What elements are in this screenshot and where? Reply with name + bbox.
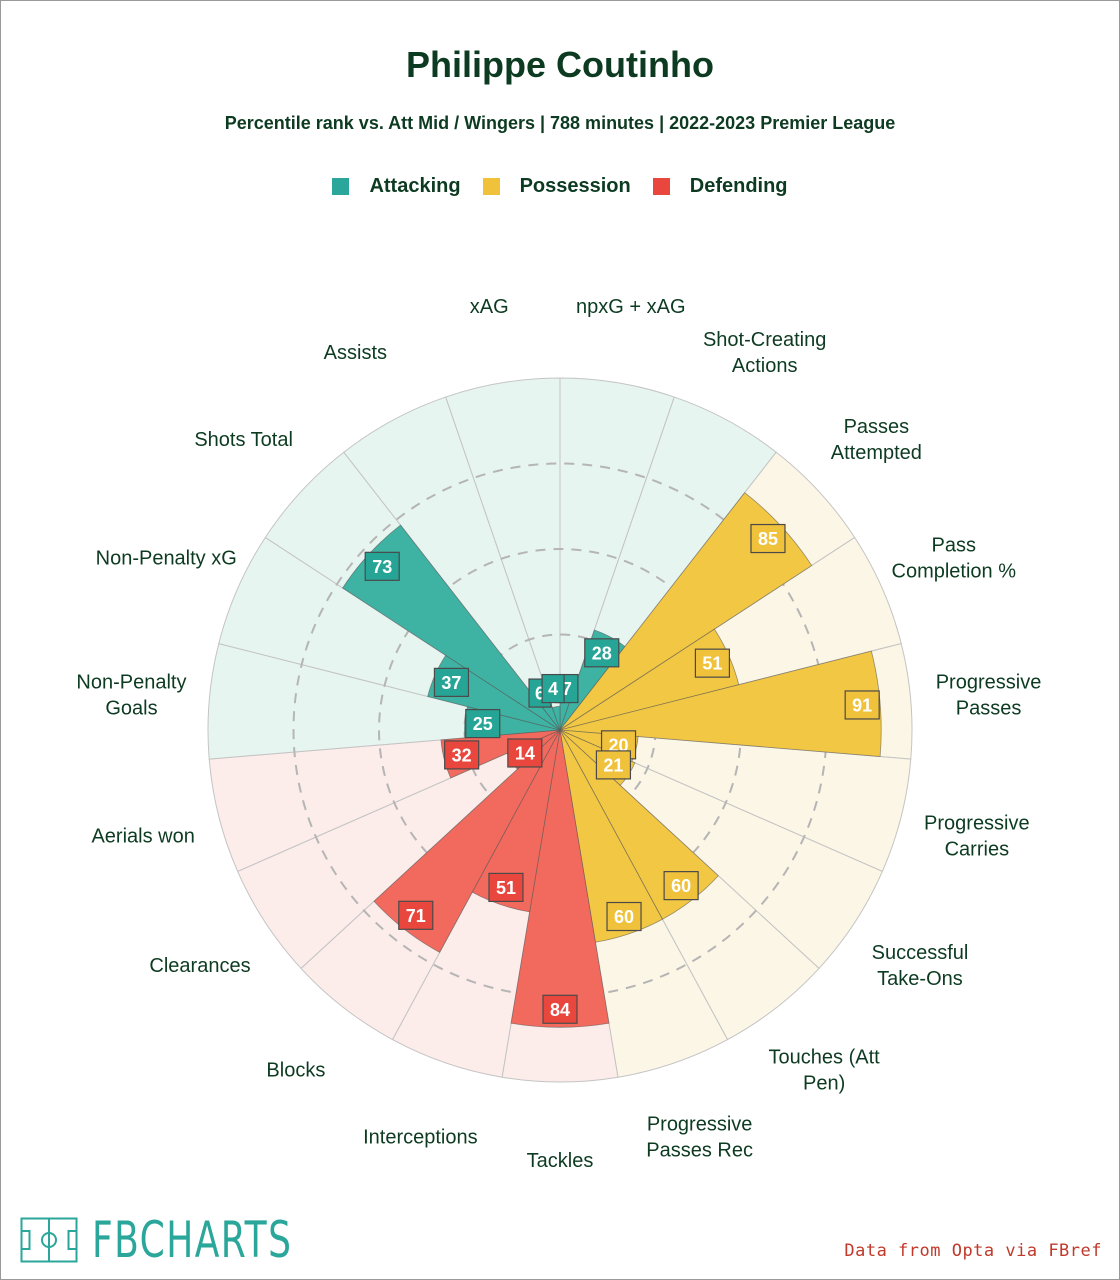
value-tag-box xyxy=(541,673,565,704)
metric-label-progressive-passes-rec: Progressive Passes Rec xyxy=(646,1114,753,1162)
value-tag-text: 37 xyxy=(441,673,461,693)
legend-swatch-possession xyxy=(482,178,500,195)
value-tag-interceptions: 51 xyxy=(488,872,524,903)
chart-title: Philippe Coutinho xyxy=(406,44,714,85)
metric-label-touches-att-pen: Touches (Att Pen) xyxy=(769,1046,881,1094)
metric-label-shots-total: Shots Total xyxy=(194,429,293,451)
value-tag-text: 51 xyxy=(496,878,516,898)
value-tag-box xyxy=(542,994,578,1024)
metric-label-progressive-passes: Progressive Passes xyxy=(936,671,1042,719)
football-pitch-icon xyxy=(20,1217,78,1263)
value-tag-pass-completion: 51 xyxy=(694,648,731,678)
value-tag-box xyxy=(507,738,543,768)
value-tag-box xyxy=(844,690,880,720)
value-tag-text: 6 xyxy=(535,684,545,704)
value-tag-text: 60 xyxy=(671,876,691,896)
value-tag-text: 85 xyxy=(758,529,778,549)
metric-label-passes-attempted: Passes Attempted xyxy=(831,416,922,464)
metric-label-successful-take-ons: Successful Take-Ons xyxy=(872,942,969,990)
metric-label-progressive-carries: Progressive Carries xyxy=(924,813,1030,861)
value-tag-progressive-passes: 91 xyxy=(844,690,880,720)
metric-label-interceptions: Interceptions xyxy=(363,1127,478,1149)
value-tag-touches-att-pen: 60 xyxy=(663,871,699,901)
value-tag-clearances: 14 xyxy=(507,738,543,768)
value-tag-box xyxy=(606,901,642,932)
value-tag-shot-creating-actions: 28 xyxy=(584,638,620,668)
value-tag-text: 51 xyxy=(702,654,722,674)
value-tag-box xyxy=(750,523,786,554)
metric-label-blocks: Blocks xyxy=(266,1059,325,1081)
value-tag-passes-attempted: 85 xyxy=(750,523,786,554)
value-tag-text: 7 xyxy=(562,679,572,699)
chart-subtitle: Percentile rank vs. Att Mid / Wingers | … xyxy=(224,113,896,133)
value-tag-box xyxy=(488,872,524,903)
metric-label-non-penalty-goals: Non-Penalty Goals xyxy=(76,671,186,719)
legend-item-possession: Possession xyxy=(482,175,631,198)
value-tag-non-penalty-xg: 37 xyxy=(433,667,470,697)
legend-swatch-defending xyxy=(652,178,670,195)
legend: Attacking Possession Defending xyxy=(0,175,1120,198)
value-tag-box xyxy=(663,871,699,901)
value-tag-text: 60 xyxy=(614,907,634,927)
bar-xag xyxy=(551,705,561,731)
value-tag-box xyxy=(465,709,501,739)
legend-label-attacking: Attacking xyxy=(369,175,461,197)
value-tag-text: 71 xyxy=(406,906,426,926)
metric-label-shot-creating-actions: Shot-Creating Actions xyxy=(703,329,826,377)
value-tag-text: 14 xyxy=(515,743,535,763)
legend-swatch-attacking xyxy=(332,178,350,195)
logo-text: FBCHARTS xyxy=(92,1211,293,1269)
data-source: Data from Opta via FBref xyxy=(844,1241,1102,1261)
value-tag-box xyxy=(444,740,480,770)
value-tag-box xyxy=(364,551,400,581)
value-tag-xag: 4 xyxy=(541,673,565,704)
legend-label-defending: Defending xyxy=(689,175,788,197)
value-tag-aerials-won: 32 xyxy=(444,740,480,770)
metric-label-assists: Assists xyxy=(324,342,387,364)
value-tag-text: 32 xyxy=(452,745,472,765)
value-tag-text: 21 xyxy=(603,755,623,775)
value-tag-non-penalty-goals: 25 xyxy=(465,709,501,739)
value-tag-box xyxy=(584,638,620,668)
metric-label-npxg-xag: npxG + xAG xyxy=(576,296,686,318)
metric-label-non-penalty-xg: Non-Penalty xG xyxy=(96,547,237,569)
metric-label-clearances: Clearances xyxy=(149,955,250,977)
value-tag-blocks: 71 xyxy=(398,900,434,930)
value-tag-box xyxy=(433,667,470,697)
metric-label-xag: xAG xyxy=(470,296,509,318)
value-tag-text: 73 xyxy=(372,557,392,577)
legend-item-attacking: Attacking xyxy=(332,175,461,198)
value-tag-progressive-passes-rec: 60 xyxy=(606,901,642,932)
value-tag-text: 25 xyxy=(473,714,493,734)
value-tag-tackles: 84 xyxy=(542,994,578,1024)
value-tag-text: 91 xyxy=(852,695,872,715)
legend-item-defending: Defending xyxy=(652,175,788,198)
value-tag-box xyxy=(398,900,434,930)
value-tag-box xyxy=(595,750,632,780)
legend-label-possession: Possession xyxy=(519,175,631,197)
value-tag-text: 84 xyxy=(550,1000,570,1020)
value-tag-text: 4 xyxy=(548,679,558,699)
metric-label-aerials-won: Aerials won xyxy=(91,826,194,848)
fbcharts-logo: FBCHARTS xyxy=(20,1214,370,1266)
value-tag-successful-take-ons: 21 xyxy=(595,750,632,780)
value-tag-box xyxy=(694,648,731,678)
value-tag-shots-total: 73 xyxy=(364,551,400,581)
metric-label-pass-completion: Pass Completion % xyxy=(892,534,1017,582)
value-tag-text: 28 xyxy=(592,643,612,663)
metric-label-tackles: Tackles xyxy=(527,1150,594,1172)
